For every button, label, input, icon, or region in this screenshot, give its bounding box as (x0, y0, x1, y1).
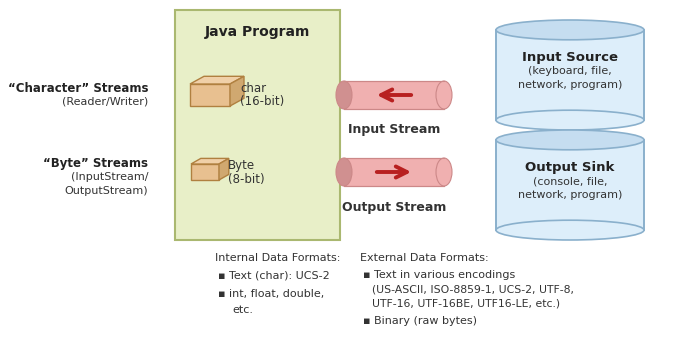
Text: “Character” Streams: “Character” Streams (8, 82, 148, 95)
Text: (8-bit): (8-bit) (228, 173, 264, 186)
Bar (344, 158, 444, 186)
Bar (496, 30, 644, 120)
Polygon shape (219, 158, 229, 180)
Text: OutputStream): OutputStream) (64, 186, 148, 196)
Text: Byte: Byte (228, 160, 255, 173)
Text: Java Program: Java Program (205, 25, 310, 39)
Text: Internal Data Formats:: Internal Data Formats: (215, 253, 340, 263)
Ellipse shape (496, 20, 644, 40)
Polygon shape (190, 84, 230, 106)
Text: Input Stream: Input Stream (348, 123, 440, 136)
Polygon shape (190, 76, 244, 84)
Ellipse shape (336, 81, 352, 109)
Polygon shape (191, 158, 229, 164)
Bar (496, 140, 644, 230)
Text: (console, file,
network, program): (console, file, network, program) (518, 176, 622, 200)
Bar (344, 81, 444, 109)
Text: ▪ Binary (raw bytes): ▪ Binary (raw bytes) (363, 316, 477, 326)
Ellipse shape (436, 81, 452, 109)
Text: (keyboard, file,
network, program): (keyboard, file, network, program) (518, 66, 622, 90)
Text: ▪ Text (char): UCS-2: ▪ Text (char): UCS-2 (218, 270, 330, 280)
Ellipse shape (496, 130, 644, 150)
Polygon shape (191, 164, 219, 180)
Ellipse shape (336, 158, 352, 186)
Text: ▪ Text in various encodings: ▪ Text in various encodings (363, 270, 516, 280)
Text: (16-bit): (16-bit) (240, 95, 284, 108)
Text: External Data Formats:: External Data Formats: (360, 253, 489, 263)
Text: etc.: etc. (232, 305, 253, 315)
Ellipse shape (436, 158, 452, 186)
Text: Input Source: Input Source (522, 52, 618, 65)
Bar (175, 10, 340, 240)
Text: char: char (240, 82, 266, 95)
Ellipse shape (496, 220, 644, 240)
Text: (US-ASCII, ISO-8859-1, UCS-2, UTF-8,: (US-ASCII, ISO-8859-1, UCS-2, UTF-8, (372, 285, 574, 295)
Text: Output Sink: Output Sink (525, 161, 614, 174)
Text: UTF-16, UTF-16BE, UTF16-LE, etc.): UTF-16, UTF-16BE, UTF16-LE, etc.) (372, 299, 560, 309)
Text: ▪ int, float, double,: ▪ int, float, double, (218, 289, 325, 299)
Text: (InputStream/: (InputStream/ (71, 172, 148, 182)
Text: Output Stream: Output Stream (342, 200, 446, 213)
Polygon shape (230, 76, 244, 106)
Ellipse shape (496, 110, 644, 130)
Text: (Reader/Writer): (Reader/Writer) (62, 97, 148, 107)
Text: “Byte” Streams: “Byte” Streams (43, 157, 148, 170)
